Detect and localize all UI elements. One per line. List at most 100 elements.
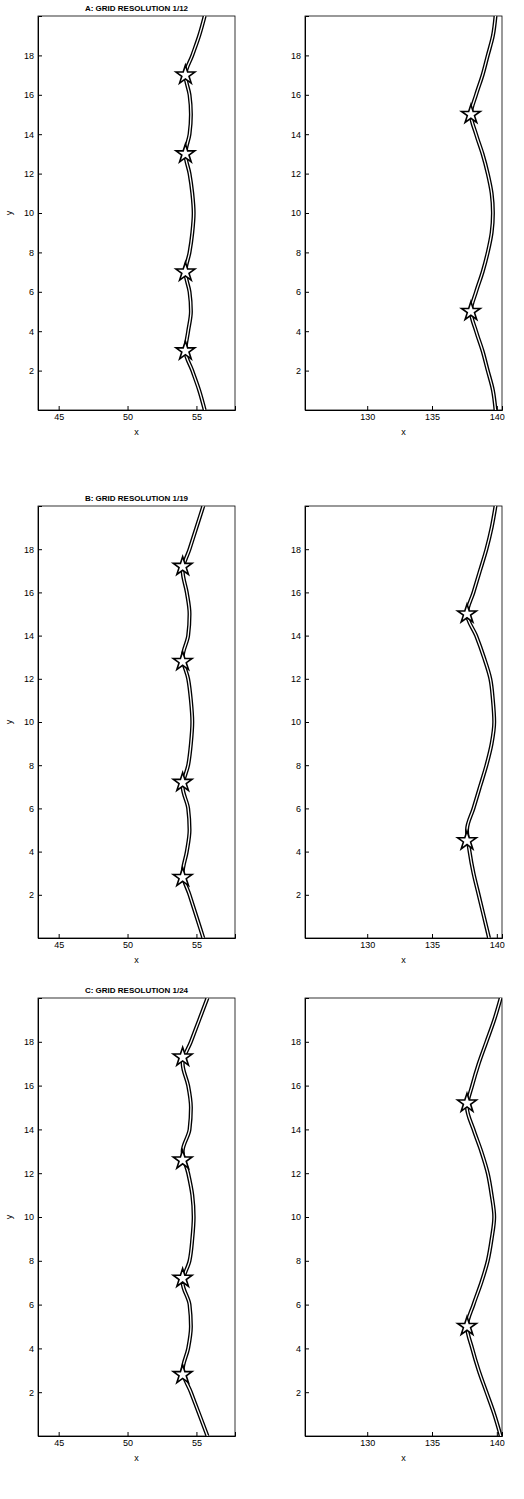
triple-point <box>461 302 480 320</box>
x-tick-mark <box>59 1432 60 1436</box>
y-tick: 14 <box>291 1125 309 1135</box>
y-tick-mark <box>38 95 42 96</box>
y-tick-mark <box>38 679 42 680</box>
y-tick-label: 10 <box>291 717 301 727</box>
y-axis: 24681012141618 <box>24 17 42 411</box>
triple-point <box>173 1268 192 1286</box>
y-tick-label: 16 <box>291 90 301 100</box>
x-tick: 140 <box>490 934 505 950</box>
y-tick-label: 18 <box>291 1037 301 1047</box>
y-tick-mark <box>38 331 42 332</box>
y-tick-mark <box>305 765 309 766</box>
y-tick: 18 <box>291 1037 309 1047</box>
y-tick-label: 4 <box>29 1344 34 1354</box>
x-axis-line <box>306 406 503 411</box>
y-tick-label: 8 <box>29 761 34 771</box>
plot-frame <box>38 998 235 1436</box>
y-tick-mark <box>38 1129 42 1130</box>
y-tick-label: 12 <box>24 169 34 179</box>
y-tick: 8 <box>296 761 309 771</box>
y-tick-label: 6 <box>29 287 34 297</box>
x-tick-mark <box>432 406 433 410</box>
shock-front-inner <box>467 506 496 938</box>
y-tick-label: 4 <box>296 847 301 857</box>
y-tick-mark <box>305 895 309 896</box>
y-axis: 24681012141618 <box>24 999 42 1437</box>
y-tick-mark <box>38 895 42 896</box>
y-tick-mark <box>305 292 309 293</box>
y-tick: 8 <box>29 248 42 258</box>
panel: 45505524681012141618B: GRID RESOLUTION 1… <box>4 494 236 965</box>
y-axis-title: y <box>4 719 14 724</box>
y-tick-label: 16 <box>291 588 301 598</box>
triple-point <box>458 831 477 849</box>
triple-point <box>176 262 195 280</box>
y-tick-mark <box>38 134 42 135</box>
x-tick-label: 45 <box>54 412 64 422</box>
y-axis-line <box>39 17 43 411</box>
y-tick-mark <box>305 722 309 723</box>
y-tick: 2 <box>296 890 309 900</box>
y-tick: 8 <box>29 1256 42 1266</box>
shock-front <box>467 506 496 938</box>
y-tick: 2 <box>29 890 42 900</box>
y-tick-mark <box>305 1261 309 1262</box>
plot-area <box>458 998 501 1436</box>
panel-title: C: GRID RESOLUTION 1/24 <box>85 986 189 995</box>
x-tick-label: 45 <box>54 940 64 950</box>
plot-area <box>458 506 496 938</box>
triple-point <box>173 557 192 575</box>
panel: 13013514024681012141618x <box>291 506 505 965</box>
y-tick-label: 2 <box>29 1388 34 1398</box>
y-tick-label: 14 <box>24 1125 34 1135</box>
y-tick-label: 4 <box>29 847 34 857</box>
x-axis-title: x <box>401 1453 406 1463</box>
panel: 13013514024681012141618x <box>291 998 505 1463</box>
y-tick: 14 <box>24 631 42 641</box>
y-tick: 6 <box>29 1300 42 1310</box>
y-tick: 4 <box>29 327 42 337</box>
y-tick: 4 <box>29 847 42 857</box>
y-tick: 8 <box>296 248 309 258</box>
y-tick-mark <box>305 549 309 550</box>
triple-point <box>173 868 192 886</box>
x-axis-line <box>39 934 236 939</box>
y-tick-mark <box>38 55 42 56</box>
y-tick: 6 <box>29 287 42 297</box>
x-tick-label: 55 <box>192 412 202 422</box>
y-tick: 16 <box>291 1081 309 1091</box>
plot-frame <box>38 16 235 410</box>
plot-frame <box>38 506 235 938</box>
y-tick: 10 <box>24 208 42 218</box>
y-tick-mark <box>305 134 309 135</box>
triple-point <box>173 1150 192 1168</box>
y-tick: 16 <box>291 90 309 100</box>
x-tick-label: 130 <box>360 1438 375 1448</box>
triple-point <box>458 1317 477 1335</box>
y-tick: 18 <box>24 1037 42 1047</box>
y-tick: 12 <box>24 1169 42 1179</box>
y-tick-mark <box>305 1173 309 1174</box>
y-tick-label: 12 <box>24 674 34 684</box>
y-tick: 12 <box>291 169 309 179</box>
y-tick: 12 <box>291 674 309 684</box>
panel-title: A: GRID RESOLUTION 1/12 <box>85 4 189 13</box>
y-tick-mark <box>305 1348 309 1349</box>
y-tick: 2 <box>29 1388 42 1398</box>
x-tick-label: 50 <box>123 1438 133 1448</box>
panel-title: B: GRID RESOLUTION 1/19 <box>85 494 189 503</box>
x-tick: 135 <box>425 406 440 422</box>
x-axis: 130135140 <box>306 406 505 422</box>
y-tick-label: 6 <box>296 804 301 814</box>
x-tick-label: 55 <box>192 940 202 950</box>
y-tick-mark <box>38 808 42 809</box>
x-tick: 130 <box>360 1432 375 1448</box>
y-tick: 18 <box>24 51 42 61</box>
y-tick-label: 10 <box>291 1212 301 1222</box>
y-tick-mark <box>38 213 42 214</box>
y-tick: 16 <box>24 90 42 100</box>
y-tick: 2 <box>296 1388 309 1398</box>
y-tick: 12 <box>24 674 42 684</box>
x-axis-line <box>306 934 503 939</box>
plot-area <box>173 998 207 1436</box>
